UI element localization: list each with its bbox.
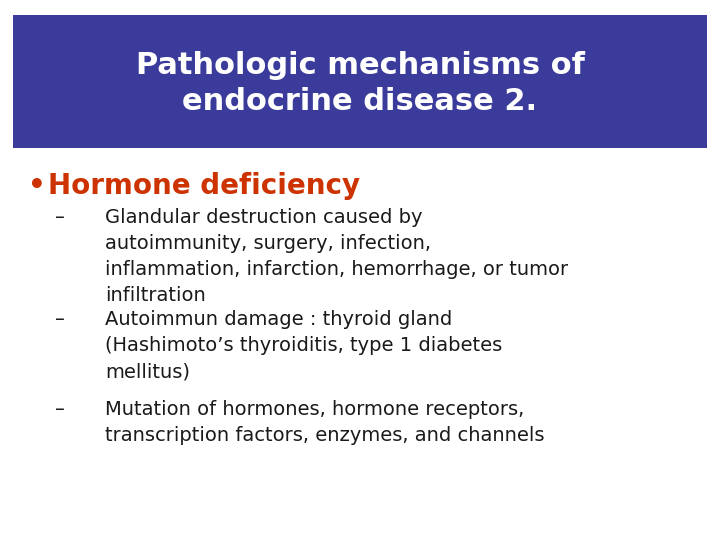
Text: endocrine disease 2.: endocrine disease 2. <box>182 87 538 116</box>
Text: –: – <box>55 208 65 227</box>
Text: –: – <box>55 310 65 329</box>
Text: inflammation, infarction, hemorrhage, or tumor: inflammation, infarction, hemorrhage, or… <box>105 260 568 279</box>
Bar <box>13 15 707 148</box>
Text: transcription factors, enzymes, and channels: transcription factors, enzymes, and chan… <box>105 426 544 445</box>
Text: Pathologic mechanisms of: Pathologic mechanisms of <box>135 51 585 80</box>
Text: –: – <box>55 400 65 419</box>
Text: •: • <box>28 172 46 200</box>
Text: (Hashimoto’s thyroiditis, type 1 diabetes: (Hashimoto’s thyroiditis, type 1 diabete… <box>105 336 503 355</box>
Text: Autoimmun damage : thyroid gland: Autoimmun damage : thyroid gland <box>105 310 452 329</box>
Text: Hormone deficiency: Hormone deficiency <box>48 172 360 200</box>
Text: infiltration: infiltration <box>105 286 206 305</box>
Text: autoimmunity, surgery, infection,: autoimmunity, surgery, infection, <box>105 234 431 253</box>
Text: Glandular destruction caused by: Glandular destruction caused by <box>105 208 423 227</box>
Text: mellitus): mellitus) <box>105 362 190 381</box>
Text: Mutation of hormones, hormone receptors,: Mutation of hormones, hormone receptors, <box>105 400 524 419</box>
